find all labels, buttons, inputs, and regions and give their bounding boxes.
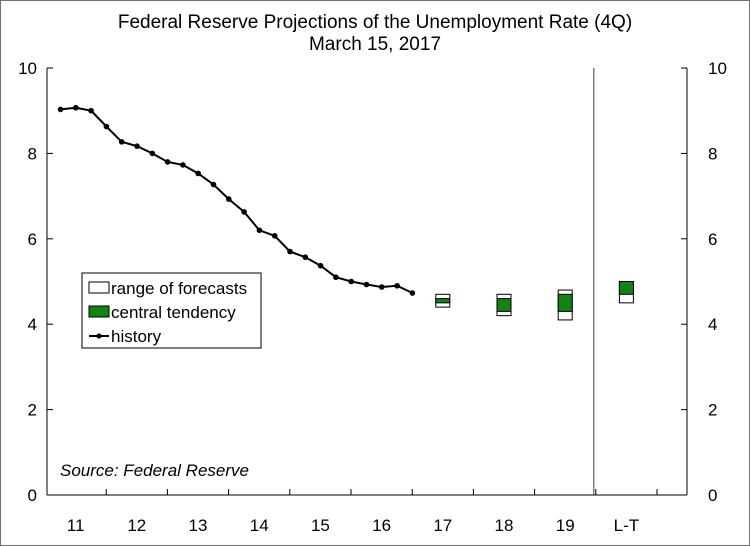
history-point [164, 159, 171, 165]
x-tick-label: 11 [67, 516, 85, 535]
right-y-tick-label: 2 [708, 401, 717, 420]
history-point [256, 227, 263, 234]
x-tick-label: 19 [556, 516, 575, 535]
right-y-tick-label: 0 [708, 486, 717, 505]
history-point [302, 254, 309, 260]
history-point [57, 106, 64, 113]
history-point [73, 104, 79, 111]
left-y-tick-label: 10 [18, 59, 37, 78]
x-tick-label: 15 [311, 516, 330, 535]
legend-history-label: history [111, 327, 162, 346]
history-point [149, 150, 156, 157]
history-point [226, 196, 232, 202]
source-note: Source: Federal Reserve [60, 461, 249, 480]
history-point [195, 170, 201, 177]
x-tick-label: 13 [189, 516, 208, 535]
x-tick-label: 16 [372, 516, 391, 535]
history-point [103, 123, 110, 130]
history-point [379, 284, 385, 290]
history-point [180, 162, 186, 168]
tick-labels-layer: 0 0 2 2 4 4 6 6 8 8 10 10 11 12 13 14 15 16 17 18 19 L-T [18, 59, 727, 535]
right-y-tick-label: 6 [708, 230, 717, 249]
left-y-tick-label: 8 [28, 144, 37, 163]
history-layer [57, 104, 416, 296]
history-point [210, 181, 217, 188]
history-line [60, 106, 413, 294]
left-y-tick-label: 0 [28, 486, 37, 505]
central-box-L-T [618, 281, 634, 295]
x-tick-label: 12 [127, 516, 146, 535]
right-y-tick-label: 8 [708, 144, 717, 163]
legend-range-swatch [88, 281, 110, 294]
history-point [363, 281, 370, 288]
right-y-tick-label: 4 [708, 315, 717, 334]
history-point [333, 274, 339, 281]
legend-central-swatch [88, 305, 110, 318]
x-tick-label: 17 [433, 516, 452, 535]
central-box-18 [496, 298, 512, 312]
legend-range-label: range of forecasts [111, 279, 247, 298]
history-point [271, 233, 278, 239]
history-point [394, 282, 400, 289]
history-point [287, 248, 293, 255]
history-point [241, 209, 247, 215]
x-tick-label: 18 [495, 516, 514, 535]
chart-subtitle: March 15, 2017 [308, 34, 442, 55]
legend-history-marker [96, 333, 102, 339]
left-y-tick-label: 4 [28, 315, 37, 334]
projections-layer [435, 281, 634, 321]
chart-title: Federal Reserve Projections of the Unemp… [117, 12, 633, 33]
history-point [118, 139, 125, 145]
history-point [134, 143, 140, 149]
left-y-tick-label: 2 [28, 401, 37, 420]
x-tick-label: 14 [250, 516, 269, 535]
axes-layer [46, 67, 688, 496]
legend-central-label: central tendency [111, 303, 236, 322]
left-y-tick-label: 6 [28, 230, 37, 249]
history-point [348, 278, 355, 285]
x-tick-label: L-T [614, 516, 640, 535]
central-box-17 [435, 298, 451, 304]
right-y-tick-label: 10 [708, 59, 727, 78]
legend: range of forecasts central tendency hist… [81, 272, 262, 349]
legend-box [81, 272, 262, 349]
history-point [317, 262, 324, 269]
history-point [409, 290, 416, 296]
central-box-19 [557, 293, 573, 312]
history-point [88, 107, 94, 114]
